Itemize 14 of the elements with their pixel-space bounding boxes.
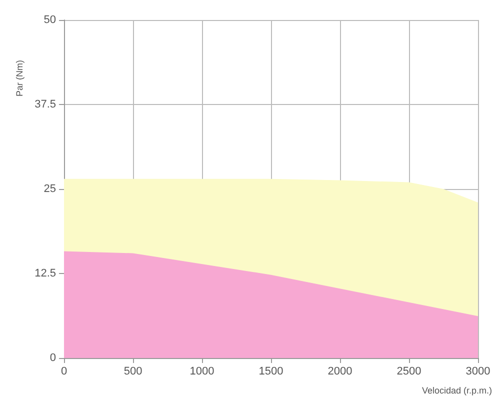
y-axis-title: Par (Nm) (14, 60, 24, 96)
y-tick-label: 25 (44, 183, 56, 195)
x-tick-label: 2500 (396, 366, 422, 378)
x-tick-label: 0 (60, 366, 68, 378)
x-axis-title: Velocidad (r.p.m.) (422, 386, 492, 396)
y-tick-label: 37.5 (34, 98, 56, 110)
y-tick-label: 0 (50, 352, 56, 364)
y-tick-label: 50 (44, 14, 56, 26)
x-tick-label: 3000 (466, 366, 490, 378)
x-tick-label: 1000 (190, 366, 214, 378)
x-tick-label: 2000 (328, 366, 352, 378)
x-tick-label: 500 (124, 366, 142, 378)
y-tick-label: 12.5 (34, 268, 56, 280)
x-tick-label: 1500 (258, 366, 284, 378)
